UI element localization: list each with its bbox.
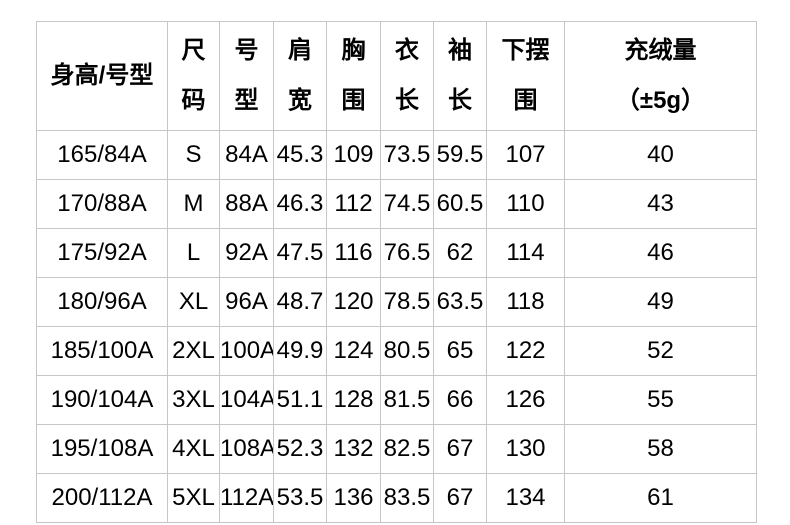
cell-garment-length: 83.5 [380,473,434,523]
cell-down-fill: 40 [564,130,757,180]
cell-size-code: 2XL [167,326,220,376]
table-row: 175/92A L 92A 47.5 116 76.5 62 114 46 [36,228,757,278]
cell-shoulder-width: 46.3 [273,179,327,229]
cell-hem: 110 [486,179,565,229]
cell-hem: 107 [486,130,565,180]
cell-size-code: S [167,130,220,180]
cell-down-fill: 46 [564,228,757,278]
cell-sleeve-length: 67 [433,424,487,474]
cell-garment-length: 82.5 [380,424,434,474]
table-header-hem: 下摆 围 [486,21,565,131]
cell-sleeve-length: 65 [433,326,487,376]
cell-chest: 124 [326,326,381,376]
table-header-height-size-type: 身高/号型 [36,21,168,131]
cell-garment-length: 76.5 [380,228,434,278]
cell-shoulder-width: 48.7 [273,277,327,327]
table-row: 195/108A 4XL 108A 52.3 132 82.5 67 130 5… [36,424,757,474]
cell-height-size-type: 185/100A [36,326,168,376]
cell-down-fill: 55 [564,375,757,425]
cell-size-type: 108A [219,424,274,474]
cell-down-fill: 43 [564,179,757,229]
cell-shoulder-width: 51.1 [273,375,327,425]
cell-size-code: 4XL [167,424,220,474]
cell-chest: 128 [326,375,381,425]
cell-size-type: 84A [219,130,274,180]
cell-size-code: 5XL [167,473,220,523]
cell-height-size-type: 165/84A [36,130,168,180]
cell-down-fill: 61 [564,473,757,523]
cell-size-type: 92A [219,228,274,278]
cell-hem: 126 [486,375,565,425]
cell-hem: 130 [486,424,565,474]
cell-size-code: XL [167,277,220,327]
cell-size-code: M [167,179,220,229]
cell-size-code: L [167,228,220,278]
table-header-size-code: 尺 码 [167,21,220,131]
cell-sleeve-length: 63.5 [433,277,487,327]
cell-down-fill: 58 [564,424,757,474]
cell-height-size-type: 175/92A [36,228,168,278]
cell-shoulder-width: 52.3 [273,424,327,474]
table-header-garment-length: 衣 长 [380,21,434,131]
cell-hem: 134 [486,473,565,523]
cell-height-size-type: 180/96A [36,277,168,327]
cell-chest: 109 [326,130,381,180]
cell-height-size-type: 200/112A [36,473,168,523]
cell-height-size-type: 170/88A [36,179,168,229]
cell-sleeve-length: 59.5 [433,130,487,180]
table-row: 170/88A M 88A 46.3 112 74.5 60.5 110 43 [36,179,757,229]
size-chart-table: 身高/号型 尺 码 号 型 肩 宽 胸 围 衣 长 袖 长 下摆 围 充绒量 （… [36,21,757,523]
cell-height-size-type: 195/108A [36,424,168,474]
table-header-down-fill: 充绒量 （±5g） [564,21,757,131]
table-header-size-type: 号 型 [219,21,274,131]
cell-hem: 122 [486,326,565,376]
table-row: 165/84A S 84A 45.3 109 73.5 59.5 107 40 [36,130,757,180]
cell-chest: 112 [326,179,381,229]
table-header-chest: 胸 围 [326,21,381,131]
table-row: 185/100A 2XL 100A 49.9 124 80.5 65 122 5… [36,326,757,376]
cell-shoulder-width: 49.9 [273,326,327,376]
cell-chest: 132 [326,424,381,474]
cell-size-type: 96A [219,277,274,327]
cell-shoulder-width: 47.5 [273,228,327,278]
cell-size-code: 3XL [167,375,220,425]
table-row: 180/96A XL 96A 48.7 120 78.5 63.5 118 49 [36,277,757,327]
cell-garment-length: 78.5 [380,277,434,327]
cell-garment-length: 80.5 [380,326,434,376]
cell-size-type: 112A [219,473,274,523]
cell-height-size-type: 190/104A [36,375,168,425]
cell-down-fill: 49 [564,277,757,327]
cell-down-fill: 52 [564,326,757,376]
cell-sleeve-length: 67 [433,473,487,523]
cell-size-type: 100A [219,326,274,376]
table-header-sleeve-length: 袖 长 [433,21,487,131]
cell-size-type: 88A [219,179,274,229]
cell-chest: 116 [326,228,381,278]
cell-sleeve-length: 60.5 [433,179,487,229]
cell-hem: 114 [486,228,565,278]
cell-hem: 118 [486,277,565,327]
cell-shoulder-width: 45.3 [273,130,327,180]
cell-shoulder-width: 53.5 [273,473,327,523]
cell-garment-length: 73.5 [380,130,434,180]
cell-garment-length: 81.5 [380,375,434,425]
cell-chest: 136 [326,473,381,523]
table-row: 190/104A 3XL 104A 51.1 128 81.5 66 126 5… [36,375,757,425]
cell-sleeve-length: 62 [433,228,487,278]
cell-size-type: 104A [219,375,274,425]
table-header-shoulder-width: 肩 宽 [273,21,327,131]
cell-chest: 120 [326,277,381,327]
table-row: 200/112A 5XL 112A 53.5 136 83.5 67 134 6… [36,473,757,523]
cell-garment-length: 74.5 [380,179,434,229]
table-header-row: 身高/号型 尺 码 号 型 肩 宽 胸 围 衣 长 袖 长 下摆 围 充绒量 （… [36,21,757,131]
cell-sleeve-length: 66 [433,375,487,425]
